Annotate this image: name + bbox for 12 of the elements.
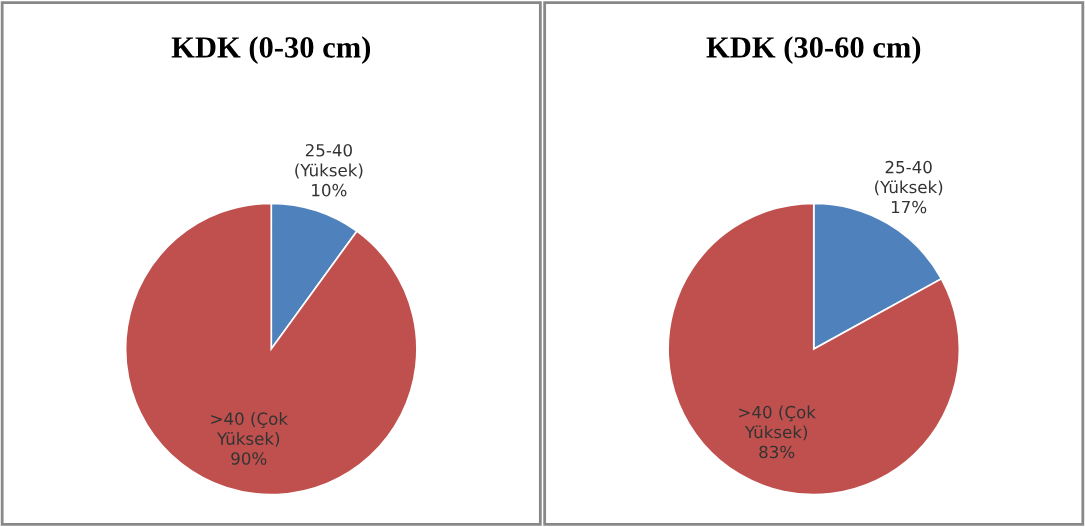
data-label: 90% — [231, 452, 267, 465]
data-label: 17% — [891, 200, 927, 214]
pie-slice — [667, 202, 961, 496]
chart-title: KDK (0-30 cm) — [171, 36, 371, 64]
data-label: 83% — [759, 445, 795, 459]
data-label: 10% — [312, 183, 347, 197]
chart-title: KDK (30-60 cm) — [706, 36, 921, 64]
slice-label: >40 (Çok Yüksek) — [739, 405, 816, 441]
slice-label: 25-40 (Yüksek) — [295, 143, 363, 179]
pie-slice — [124, 202, 418, 496]
slice-label: >40 (Çok Yüksek) — [211, 412, 288, 447]
slice-label: 25-40 (Yüksek) — [875, 160, 943, 196]
